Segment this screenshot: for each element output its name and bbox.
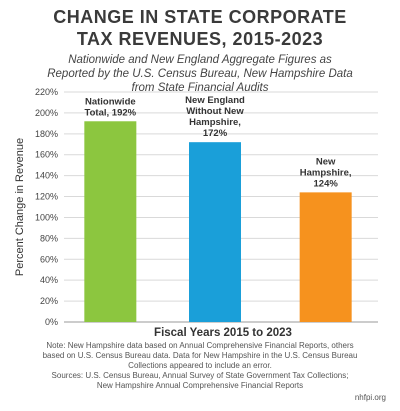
chart-subtitle-line-3: from State Financial Audits: [131, 82, 269, 94]
bar-label-3: New Hampshire, 124%: [300, 156, 352, 189]
y-tick-label: 200%: [35, 108, 58, 118]
footnote-line-3: Collections appeared to include an error…: [128, 361, 272, 370]
bar-1: [84, 121, 137, 322]
y-tick-label: 40%: [40, 275, 58, 285]
y-tick-label: 120%: [35, 192, 58, 202]
y-tick-label: 0%: [45, 317, 58, 327]
sources-line-2: New Hampshire Annual Comprehensive Finan…: [96, 381, 304, 390]
y-tick-label: 100%: [35, 212, 58, 222]
y-tick-label: 160%: [35, 150, 58, 160]
bar-3: [299, 192, 352, 322]
y-tick-label: 220%: [35, 87, 58, 97]
bar-label-1: Nationwide Total, 192%: [85, 96, 137, 118]
y-tick-label: 80%: [40, 233, 58, 243]
y-axis-label: Percent Change in Revenue: [14, 138, 26, 276]
y-tick-label: 20%: [40, 296, 58, 306]
chart-subtitle-line-2: Reported by the U.S. Census Bureau, New …: [47, 68, 353, 80]
footnote-line-1: Note: New Hampshire data based on Annual…: [46, 341, 354, 350]
sources-line-1: Sources: U.S. Census Bureau, Annual Surv…: [51, 371, 349, 380]
site-credit: nhfpi.org: [354, 393, 386, 402]
y-tick-label: 180%: [35, 129, 58, 139]
chart-title-line-2: TAX REVENUES, 2015-2023: [76, 29, 324, 49]
x-axis-label: Fiscal Years 2015 to 2023: [154, 327, 292, 339]
bar-2: [189, 142, 241, 322]
chart-title-line-1: CHANGE IN STATE CORPORATE: [53, 7, 347, 27]
y-tick-label: 140%: [35, 171, 58, 181]
y-tick-label: 60%: [40, 254, 58, 264]
footnote-line-2: based on U.S. Census Bureau data. Data f…: [42, 351, 358, 360]
bar-label-2: New England Without New Hampshire, 172%: [185, 95, 245, 139]
chart-subtitle-line-1: Nationwide and New England Aggregate Fig…: [68, 54, 332, 66]
